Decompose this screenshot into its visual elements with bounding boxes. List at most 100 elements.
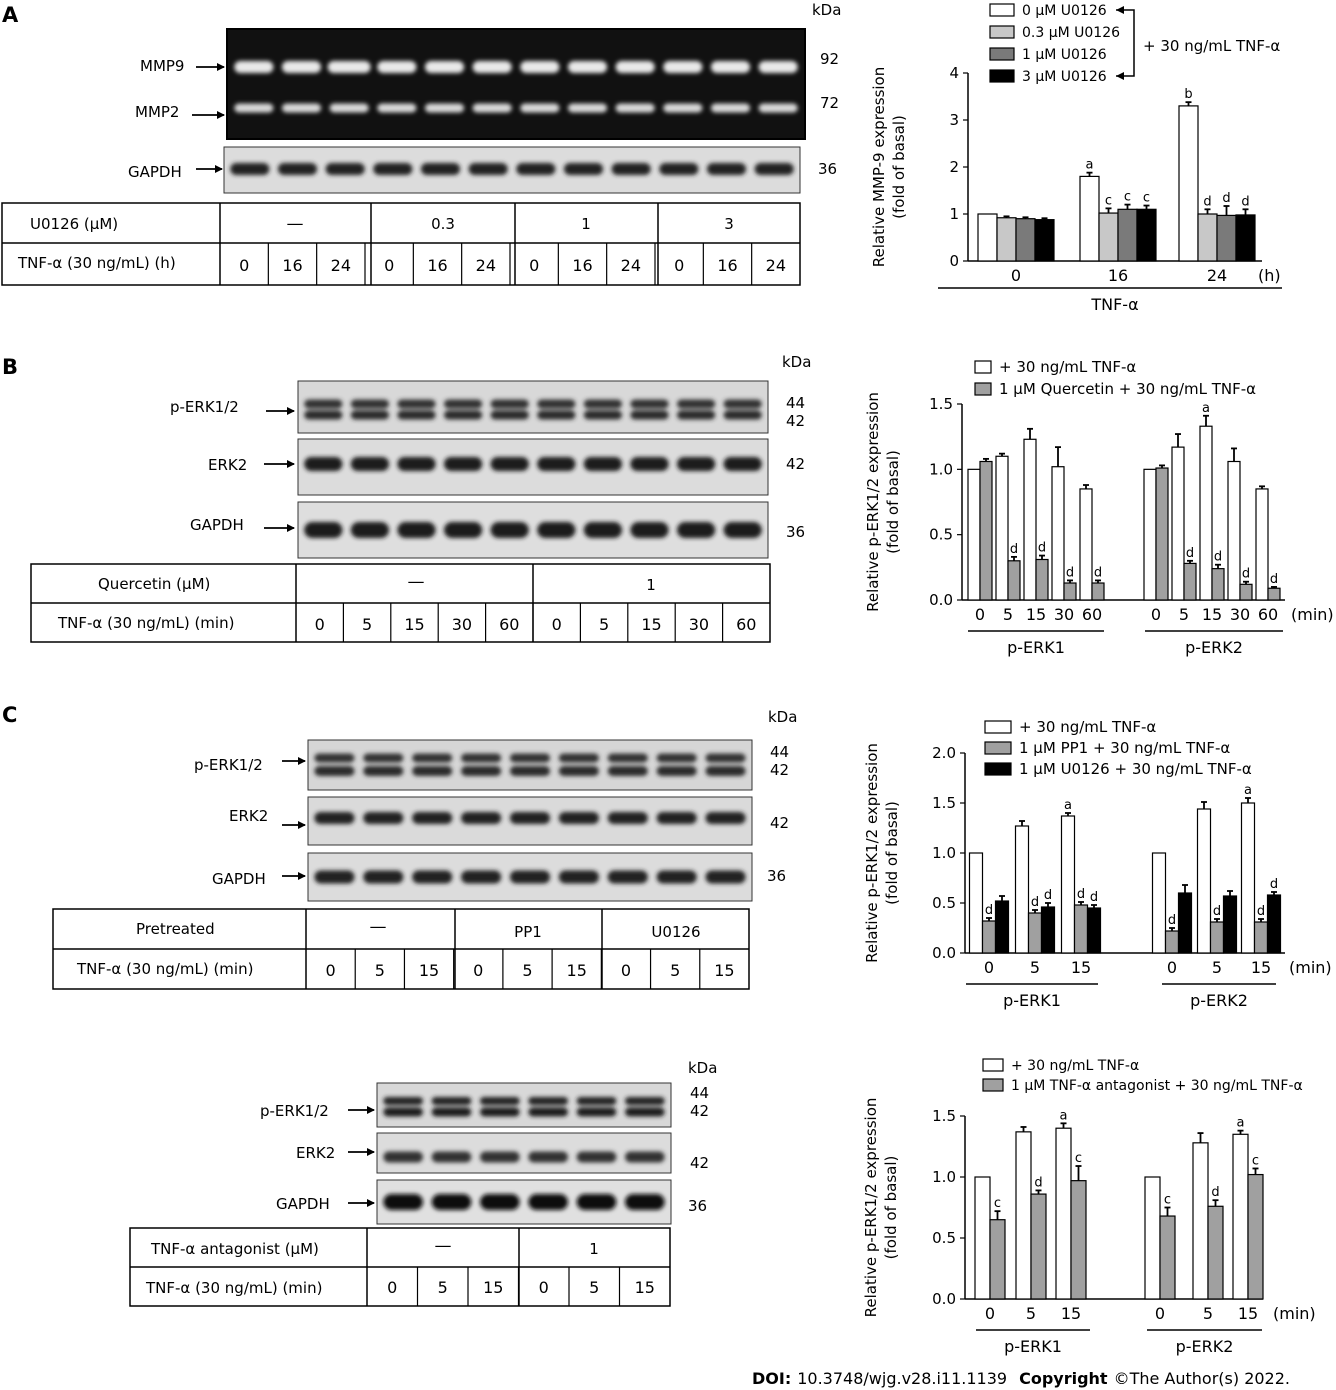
blot-band: [412, 766, 453, 776]
blot-band: [754, 163, 794, 175]
x-tick-label: 0: [985, 1304, 995, 1323]
bar: [1023, 438, 1037, 601]
significance-label: c: [1252, 1153, 1259, 1168]
blot-band: [230, 163, 270, 175]
band-label-erk2-c1: ERK2: [229, 807, 268, 825]
blot-band: [576, 1107, 617, 1117]
bar: [1079, 175, 1100, 262]
blot-band: [461, 812, 502, 824]
bar: [1030, 1193, 1047, 1300]
bar: [1143, 468, 1157, 601]
blot-band: [710, 61, 751, 73]
group-label-3: 3: [724, 215, 734, 233]
blot-band: [558, 766, 599, 776]
blot-band: [630, 522, 669, 538]
y-tick-label: 1.0: [932, 1168, 956, 1186]
bar: [981, 920, 997, 954]
blot-band: [537, 522, 576, 538]
y-tick-label: 1.0: [932, 844, 956, 862]
blot-band: [710, 103, 751, 113]
x-unit-label: (min): [1273, 1304, 1316, 1323]
bar: [995, 455, 1009, 601]
x-tick-label: 5: [1179, 605, 1189, 624]
legend-label: 3 μM U0126: [1022, 69, 1107, 85]
time-cell: 15: [714, 961, 734, 980]
bar: [1235, 214, 1256, 262]
time-cell: 60: [499, 615, 519, 634]
blot-band: [234, 61, 274, 73]
blot-band: [304, 399, 343, 409]
blot-band: [431, 1097, 472, 1105]
legend-label: + 30 ng/mL TNF-α: [1019, 718, 1156, 736]
y-tick-label: 2.0: [932, 744, 956, 762]
group-label: p-ERK2: [1185, 638, 1243, 657]
time-cell: 0: [473, 961, 483, 980]
blot-band: [663, 103, 703, 113]
bar: [996, 217, 1017, 262]
y-axis-label: Relative p-ERK1/2 expression: [863, 743, 881, 963]
blot-band: [431, 1151, 472, 1163]
bar: [1232, 1133, 1249, 1300]
y-tick-label: 3: [949, 111, 959, 129]
significance-label: d: [1010, 542, 1018, 557]
time-cell: 15: [419, 961, 439, 980]
band-label-perk-c1: p-ERK1/2: [194, 756, 263, 774]
doi-label: DOI:: [752, 1369, 791, 1388]
blot-band: [625, 1097, 665, 1105]
blot-band: [490, 457, 529, 471]
row-label-tnf-hours: TNF-α (30 ng/mL) (h): [17, 254, 176, 272]
bar: [1051, 466, 1065, 601]
y-tick-label: 4: [949, 64, 959, 82]
kda-gapdh-c2: 36: [688, 1197, 707, 1215]
y-tick-label: 0.5: [932, 894, 956, 912]
time-cell: 16: [717, 256, 737, 275]
significance-label: c: [1124, 190, 1131, 205]
blot-band: [615, 61, 655, 73]
bar: [1159, 1215, 1176, 1300]
blot-band: [431, 1107, 472, 1117]
chart-b-perk-quercetin: 0.0 0.5 1.0 1.5 Relative p-ERK1/2 expression…: [864, 358, 1334, 657]
kda-44-b: 44: [786, 394, 805, 412]
bar: [1073, 904, 1089, 954]
y-tick-label: 1.5: [929, 395, 953, 413]
x-tick-label: 60: [1082, 605, 1102, 624]
blot-band: [607, 812, 648, 824]
x-tick-label: 5: [1203, 1304, 1213, 1323]
panel-letter-a: A: [2, 3, 19, 27]
table-a: 0 16 24 0 16 24 0 16 24 0 16 24 U0126 (μM) TNF-α (3…: [1, 202, 801, 286]
blot-band: [377, 61, 417, 73]
blot-band: [383, 1097, 423, 1105]
blot-band: [558, 870, 599, 884]
blot-band: [397, 399, 436, 409]
legend-label: 1 μM U0126 + 30 ng/mL TNF-α: [1019, 760, 1252, 778]
legend-bracket: [1116, 9, 1135, 77]
blot-band: [705, 812, 746, 824]
blot-band: [509, 870, 551, 884]
time-cell: 0: [315, 615, 325, 634]
significance-label: c: [1164, 1193, 1171, 1208]
legend-swatch: [974, 382, 992, 396]
blot-band: [607, 766, 648, 776]
y-axis-label-2: (fold of basal): [890, 115, 908, 219]
time-cell: 5: [438, 1278, 448, 1297]
time-cell: 5: [522, 961, 532, 980]
blot-band: [625, 1151, 665, 1163]
bar: [1055, 1127, 1072, 1300]
legend-swatch: [989, 3, 1015, 17]
bar: [1227, 460, 1241, 601]
time-cell: 0: [326, 961, 336, 980]
blot-band: [304, 522, 343, 538]
group-label-1: 1: [581, 215, 591, 233]
legend-note: + 30 ng/mL TNF-α: [1143, 37, 1280, 55]
blot-band: [443, 457, 483, 471]
chart-a-mmp9: 0 1 2 3 4 Relative MMP-9 expression (fold of b…: [870, 3, 1282, 314]
group-label: p-ERK2: [1176, 1337, 1234, 1356]
blot-band: [723, 522, 762, 538]
footer: DOI: 10.3748/wjg.v28.i11.1139 Copyright ©Th…: [752, 1369, 1290, 1388]
table-c2: 0 5 15 0 5 15 TNF-α antagonist (μM) TNF-α (30…: [129, 1227, 671, 1307]
significance-label: a: [1060, 1108, 1068, 1123]
blot-band: [758, 61, 798, 73]
kda-42-c1: 42: [770, 761, 789, 779]
time-cell: 15: [635, 1278, 655, 1297]
kda-44-c1: 44: [770, 743, 789, 761]
